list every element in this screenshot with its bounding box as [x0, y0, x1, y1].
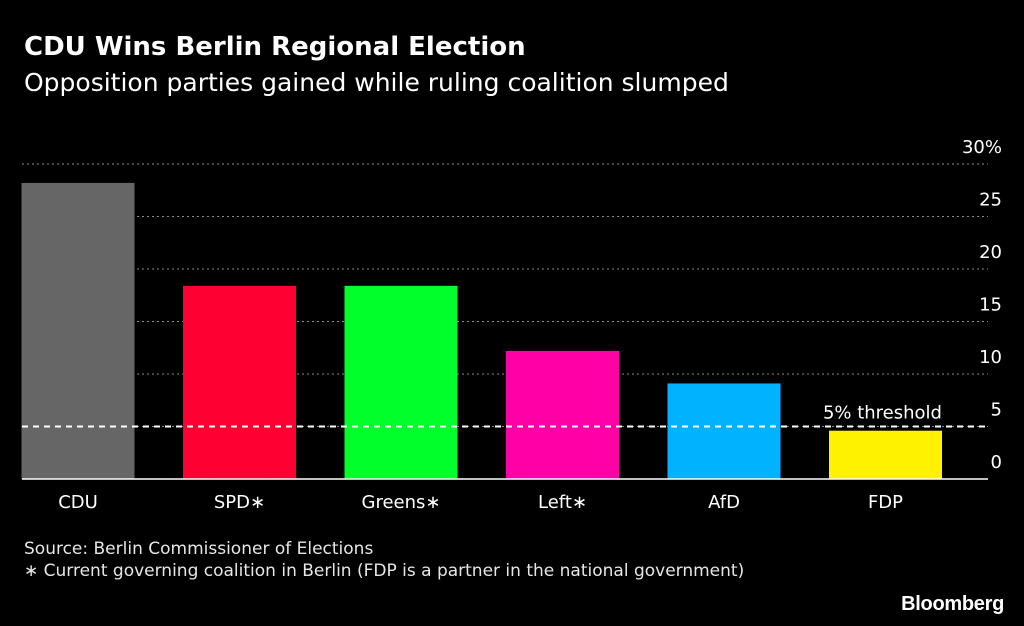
- source-note: Source: Berlin Commissioner of Elections: [24, 539, 374, 559]
- chart-footer: Source: Berlin Commissioner of Elections…: [24, 538, 784, 582]
- bar: [21, 182, 135, 479]
- bloomberg-logo: Bloomberg: [901, 593, 1004, 615]
- chart-title: CDU Wins Berlin Regional Election: [24, 32, 526, 62]
- y-tick-label: 15: [979, 295, 1002, 316]
- x-tick-label: AfD: [708, 492, 740, 513]
- bar: [667, 383, 781, 479]
- y-tick-label: 30%: [962, 137, 1002, 158]
- y-tick-label: 5: [991, 400, 1002, 421]
- x-tick-label: Greens∗: [362, 492, 441, 513]
- x-tick-label: SPD∗: [214, 492, 265, 513]
- x-tick-label: CDU: [58, 492, 98, 513]
- y-tick-label: 0: [991, 452, 1002, 473]
- y-tick-label: 25: [979, 190, 1002, 211]
- x-tick-label: Left∗: [538, 492, 587, 513]
- threshold-label: 5% threshold: [823, 403, 942, 424]
- bar: [183, 285, 296, 479]
- chart-subtitle: Opposition parties gained while ruling c…: [24, 68, 729, 97]
- bar: [506, 350, 619, 479]
- y-tick-label: 20: [979, 242, 1002, 263]
- bar: [344, 285, 458, 479]
- coalition-footnote: ∗ Current governing coalition in Berlin …: [24, 561, 745, 581]
- y-tick-label: 10: [979, 347, 1002, 368]
- x-tick-label: FDP: [868, 492, 903, 513]
- bar: [829, 430, 942, 479]
- bar-chart: CDU SPD∗ Greens∗ Left∗ AfD FDP 0 5 10 15 20 25 30% 5%…: [21, 137, 1002, 513]
